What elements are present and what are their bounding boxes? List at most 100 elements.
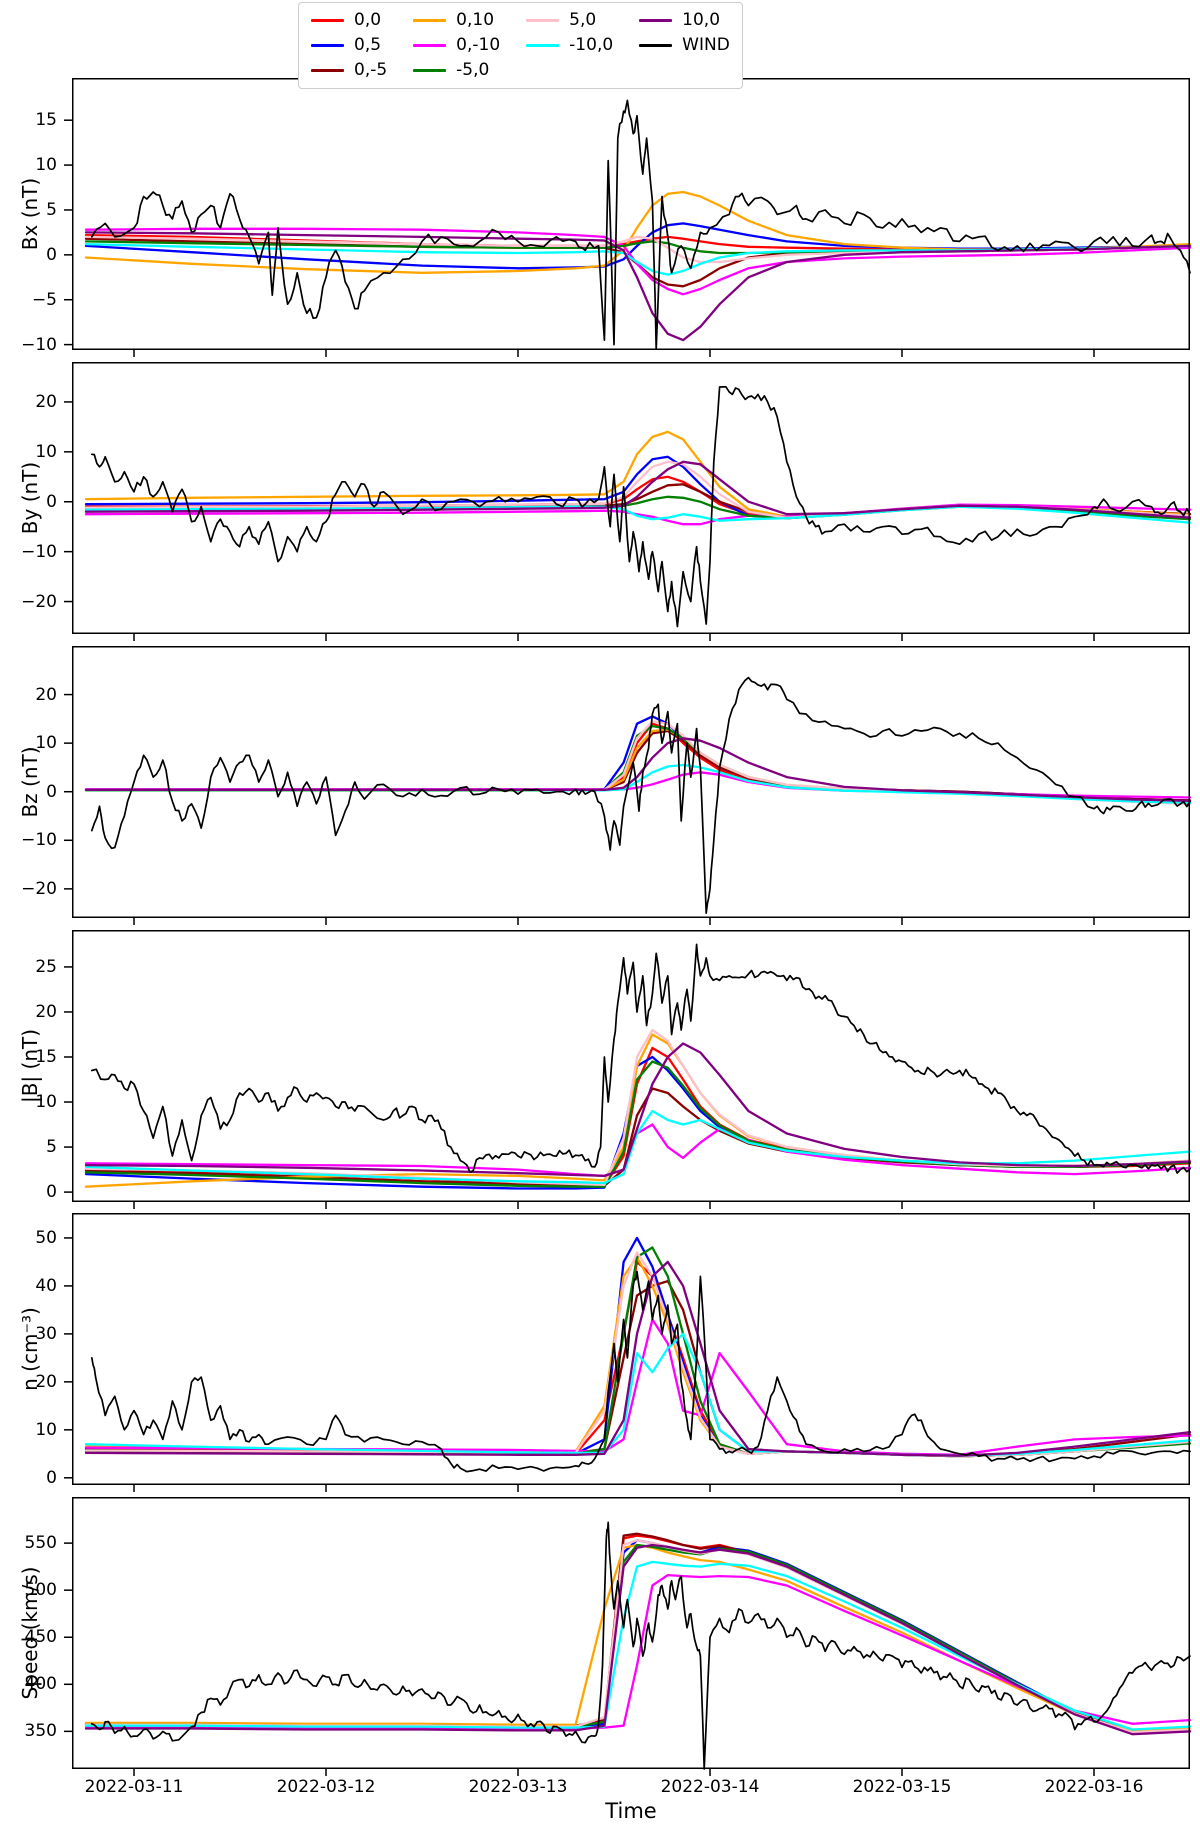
series-line-0,5 [84,1539,1192,1735]
legend-label: -10,0 [569,35,614,55]
y-tick-label: 25 [35,956,57,977]
legend-column: 10,0 WIND [639,10,730,81]
legend-label: 0,-10 [456,35,501,55]
legend-item-10,0: 10,0 [639,10,730,31]
legend-label: 10,0 [682,10,721,30]
series-line-5,0 [84,1028,1192,1187]
y-tick-label: 0 [46,781,57,802]
series-line-0,10 [84,1543,1192,1733]
series-line--5,0 [84,1543,1192,1735]
y-tick-label: 5 [46,1137,57,1158]
y-tick-label: 20 [35,684,57,705]
y-tick-label: 550 [24,1533,57,1554]
series-line-0,-10 [84,1573,1192,1730]
series-line-WIND [90,676,1191,914]
y-tick-label: −5 [31,289,57,310]
plot-canvas-bz [64,646,1192,925]
plot-canvas-by [64,362,1192,641]
series-line-10,0 [84,1260,1192,1457]
y-tick-label: 30 [35,1323,57,1344]
y-tick-label: 10 [35,441,57,462]
y-tick-label: 40 [35,1275,57,1296]
y-tick-label: −10 [21,541,57,562]
series-line-0,0 [84,1260,1192,1458]
legend-item-0,-10: 0,-10 [413,35,500,56]
y-tick-labels-n: 50 40 30 20 10 0 [0,1213,60,1488]
axes-frame [72,646,1190,918]
legend-line-swatch [311,44,344,47]
series-line-WIND [90,386,1191,628]
legend-label: 0,10 [456,10,495,30]
y-tick-label: 15 [35,110,57,131]
series-line-0,-10 [84,227,1192,296]
legend-column: 0,10 0,-10 -5,0 [413,10,500,81]
panel-bz: Bz (nT) 20 10 0 −10 −20 [0,646,1200,925]
y-tick-label: −10 [21,334,57,355]
plot-area-bz [64,646,1192,925]
series-line--10,0 [84,505,1192,524]
legend-column: 0,0 0,5 0,-5 [311,10,387,81]
series-line-0,10 [84,190,1192,274]
legend-label: 0,5 [354,35,382,55]
x-tick-label: 2022-03-13 [468,1777,568,1797]
series-line-10,0 [84,1042,1192,1178]
series-line-0,-5 [84,1279,1192,1457]
legend-line-swatch [311,69,344,72]
y-tick-label: 50 [35,1227,57,1248]
plot-area-bx [64,78,1192,357]
plot-area-babs [64,930,1192,1209]
y-tick-label: 20 [35,1371,57,1392]
panel-speed: Speed (km/s) 550 500 450 400 350 [0,1497,1200,1776]
legend-label: 0,-5 [354,60,388,80]
y-tick-label: 5 [46,199,57,220]
series-line-10,0 [84,1543,1192,1736]
y-tick-label: −20 [21,878,57,899]
legend-item-0,5: 0,5 [311,35,387,56]
plot-canvas-babs [64,930,1192,1209]
y-tick-labels-by: 20 10 0 −10 −20 [0,362,60,634]
series-line-0,-10 [84,1123,1192,1178]
x-tick-label: 2022-03-15 [852,1777,952,1797]
y-tick-labels-bz: 20 10 0 −10 −20 [0,646,60,918]
plot-area-n [64,1213,1192,1492]
panel-babs: |B| (nT) 25 20 15 10 5 0 [0,930,1200,1209]
series-line-0,-10 [84,1318,1192,1456]
legend: 0,0 0,5 0,-5 0,10 0,-10 -5,0 5,0 -10,0 10,0 WIND [298,2,743,89]
y-tick-label: −20 [21,591,57,612]
series-line-10,0 [84,737,1192,803]
y-tick-label: 0 [46,491,57,512]
legend-item-5,0: 5,0 [526,10,613,31]
series-line-0,-5 [84,1532,1192,1733]
series-line-WIND [90,1521,1191,1770]
y-tick-label: 20 [35,1001,57,1022]
x-tick-label: 2022-03-11 [84,1777,184,1797]
x-tick-label: 2022-03-14 [660,1777,760,1797]
y-tick-label: 15 [35,1046,57,1067]
panel-bx: Bx (nT) 15 10 5 0 −5 −10 [0,78,1200,357]
legend-item--5,0: -5,0 [413,60,500,81]
y-tick-label: 20 [35,391,57,412]
y-tick-label: 10 [35,1419,57,1440]
y-tick-label: 500 [24,1580,57,1601]
series-line-WIND [90,943,1191,1174]
series-line-0,10 [84,1255,1192,1458]
panel-by: By (nT) 20 10 0 −10 −20 [0,362,1200,641]
y-tick-label: 400 [24,1674,57,1695]
plot-canvas-bx [64,78,1192,357]
axes-frame [72,1497,1190,1769]
y-tick-label: 10 [35,1092,57,1113]
series-line-0,-10 [84,503,1192,526]
x-axis-label: Time [605,1799,657,1823]
legend-line-swatch [526,44,560,47]
panel-n: n (cm⁻³) 50 40 30 20 10 0 [0,1213,1200,1492]
axes-frame [72,362,1190,634]
legend-line-swatch [311,19,344,22]
plot-canvas-n [64,1213,1192,1492]
series-line-0,0 [84,1534,1192,1733]
legend-line-swatch [639,44,673,47]
y-tick-label: 0 [46,1467,57,1488]
y-tick-label: 10 [35,155,57,176]
legend-item-0,0: 0,0 [311,10,387,31]
series-line-0,5 [84,1236,1192,1458]
